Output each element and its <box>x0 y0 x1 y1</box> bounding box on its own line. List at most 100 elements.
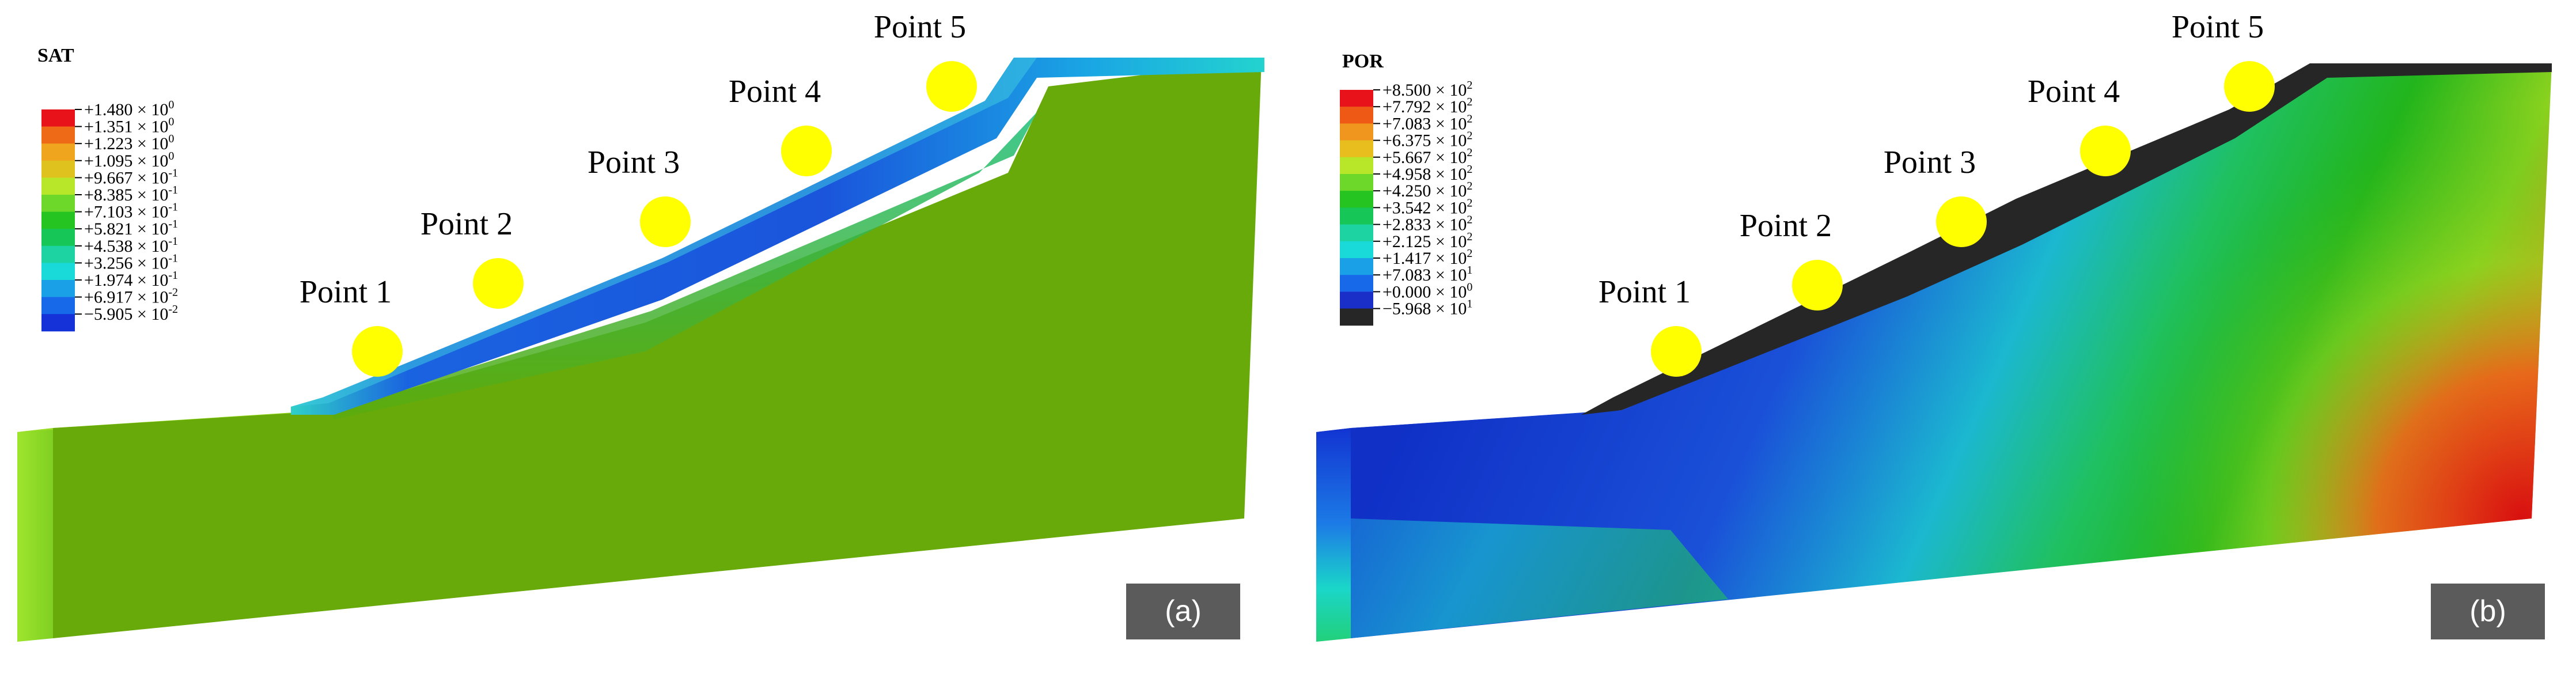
legend-color-swatch <box>41 109 75 127</box>
legend-color-swatch <box>1340 107 1373 124</box>
point-label: Point 3 <box>1884 145 1976 180</box>
monitoring-point: Point 3 <box>1884 145 1987 247</box>
legend-value: +0.000 × 100 <box>1382 281 1472 301</box>
legend-color-swatch <box>41 245 75 263</box>
surface-crust <box>1581 63 2552 415</box>
legend-color-swatch <box>1340 157 1373 175</box>
surface-band <box>291 58 1264 415</box>
legend-value: +1.223 × 100 <box>84 132 174 153</box>
legend-value: +3.256 × 10-1 <box>84 252 178 272</box>
point-label: Point 2 <box>421 206 513 242</box>
monitoring-point: Point 2 <box>1740 208 1843 311</box>
panel-tag-label: (a) <box>1165 595 1202 628</box>
point-marker <box>1792 260 1843 311</box>
legend-color-swatch <box>1340 275 1373 292</box>
panel-b: POR +8.500 × 102+7.792 × 102+7.083 × 102 +… <box>1316 9 2552 642</box>
point-label: Point 3 <box>588 145 680 180</box>
model-body-hot-zone <box>1351 63 2552 638</box>
legend-color-swatch <box>41 263 75 281</box>
panel-tag-a: (a) <box>1126 584 1240 639</box>
legend-color-swatch <box>41 177 75 195</box>
legend-color-swatch <box>1340 258 1373 275</box>
legend-value: +1.417 × 102 <box>1382 247 1472 268</box>
point-label: Point 5 <box>874 9 966 45</box>
point-marker <box>926 61 977 112</box>
legend-value: +1.480 × 100 <box>84 99 174 119</box>
panel-a: SAT+1.480 × 100+1.351 × 100+1.223 × 100+… <box>17 9 1264 642</box>
point-marker <box>2224 61 2275 112</box>
legend-color-swatch <box>1340 207 1373 225</box>
legend-value: +6.917 × 10-2 <box>84 286 178 307</box>
point-marker <box>781 126 832 176</box>
point-label: Point 2 <box>1740 208 1832 244</box>
point-label: Point 1 <box>300 274 392 310</box>
monitoring-point: Point 4 <box>2028 74 2131 176</box>
model-body-left-zone <box>1351 518 1728 638</box>
monitoring-point: Point 1 <box>1598 274 1702 377</box>
legend-value: +4.538 × 10-1 <box>84 235 178 256</box>
legend-color-swatch <box>41 229 75 247</box>
legend-a: SAT+1.480 × 100+1.351 × 100+1.223 × 100+… <box>37 45 178 332</box>
legend-color-swatch <box>41 314 75 332</box>
legend-title: SAT <box>37 45 74 66</box>
point-label: Point 1 <box>1598 274 1691 310</box>
legend-value: +5.821 × 10-1 <box>84 218 178 238</box>
legend-value: +7.083 × 101 <box>1382 264 1472 285</box>
legend-value: −5.905 × 10-2 <box>84 303 178 324</box>
legend-value: +7.083 × 102 <box>1382 112 1472 133</box>
monitoring-point: Point 3 <box>588 145 691 247</box>
legend-value: +7.103 × 10-1 <box>84 201 178 222</box>
legend-color-swatch <box>1340 224 1373 242</box>
legend-value: +8.385 × 10-1 <box>84 184 178 205</box>
point-marker <box>2080 126 2131 176</box>
monitoring-point: Point 1 <box>300 274 403 377</box>
point-marker <box>352 326 403 377</box>
model-side-face <box>17 428 53 642</box>
monitoring-points-a: Point 1 Point 2 Point 3 Point 4 Point 5 <box>300 9 977 377</box>
legend-value: +4.958 × 102 <box>1382 163 1472 184</box>
legend-color-swatch <box>41 126 75 144</box>
legend-value: +7.792 × 102 <box>1382 96 1472 116</box>
legend-color-swatch <box>1340 140 1373 158</box>
legend-color-swatch <box>1340 241 1373 259</box>
point-label: Point 4 <box>2028 74 2120 109</box>
slope-model-a <box>17 58 1264 642</box>
legend-value: −5.968 × 101 <box>1382 298 1472 319</box>
legend-title: POR <box>1342 51 1384 72</box>
monitoring-point: Point 5 <box>2172 9 2275 112</box>
monitoring-point: Point 4 <box>729 74 832 176</box>
panel-tag-background <box>1126 584 1240 639</box>
model-side-face <box>1316 428 1351 642</box>
point-marker <box>1936 196 1987 247</box>
monitoring-point: Point 2 <box>421 206 524 309</box>
legend-color-swatch <box>1340 308 1373 326</box>
legend-value: +5.667 × 102 <box>1382 146 1472 167</box>
legend-value: +9.667 × 10-1 <box>84 166 178 187</box>
legend-color-swatch <box>1340 123 1373 141</box>
point-marker <box>640 196 691 247</box>
legend-value: +2.125 × 102 <box>1382 230 1472 251</box>
model-body <box>53 60 1262 638</box>
monitoring-point: Point 5 <box>874 9 977 112</box>
point-marker <box>1651 326 1702 377</box>
point-label: Point 5 <box>2172 9 2264 45</box>
legend-color-swatch <box>41 160 75 178</box>
point-label: Point 4 <box>729 74 821 109</box>
legend-value: +3.542 × 102 <box>1382 196 1472 217</box>
legend-value: +4.250 × 102 <box>1382 180 1472 200</box>
panel-tag-b: (b) <box>2431 584 2545 639</box>
legend-color-swatch <box>41 211 75 229</box>
legend-value: +8.500 × 102 <box>1382 79 1472 100</box>
panel-tag-label: (b) <box>2469 595 2506 628</box>
legend-color-swatch <box>41 143 75 161</box>
monitoring-points-b: Point 1 Point 2 Point 3 Point 4 Point 5 <box>1598 9 2275 377</box>
legend-color-swatch <box>1340 291 1373 309</box>
legend-color-swatch <box>1340 90 1373 107</box>
slope-model-b <box>1316 63 2552 642</box>
legend-color-swatch <box>41 297 75 315</box>
panel-tag-background <box>2431 584 2545 639</box>
legend-value: +1.095 × 100 <box>84 150 174 171</box>
legend-value: +1.351 × 100 <box>84 116 174 137</box>
